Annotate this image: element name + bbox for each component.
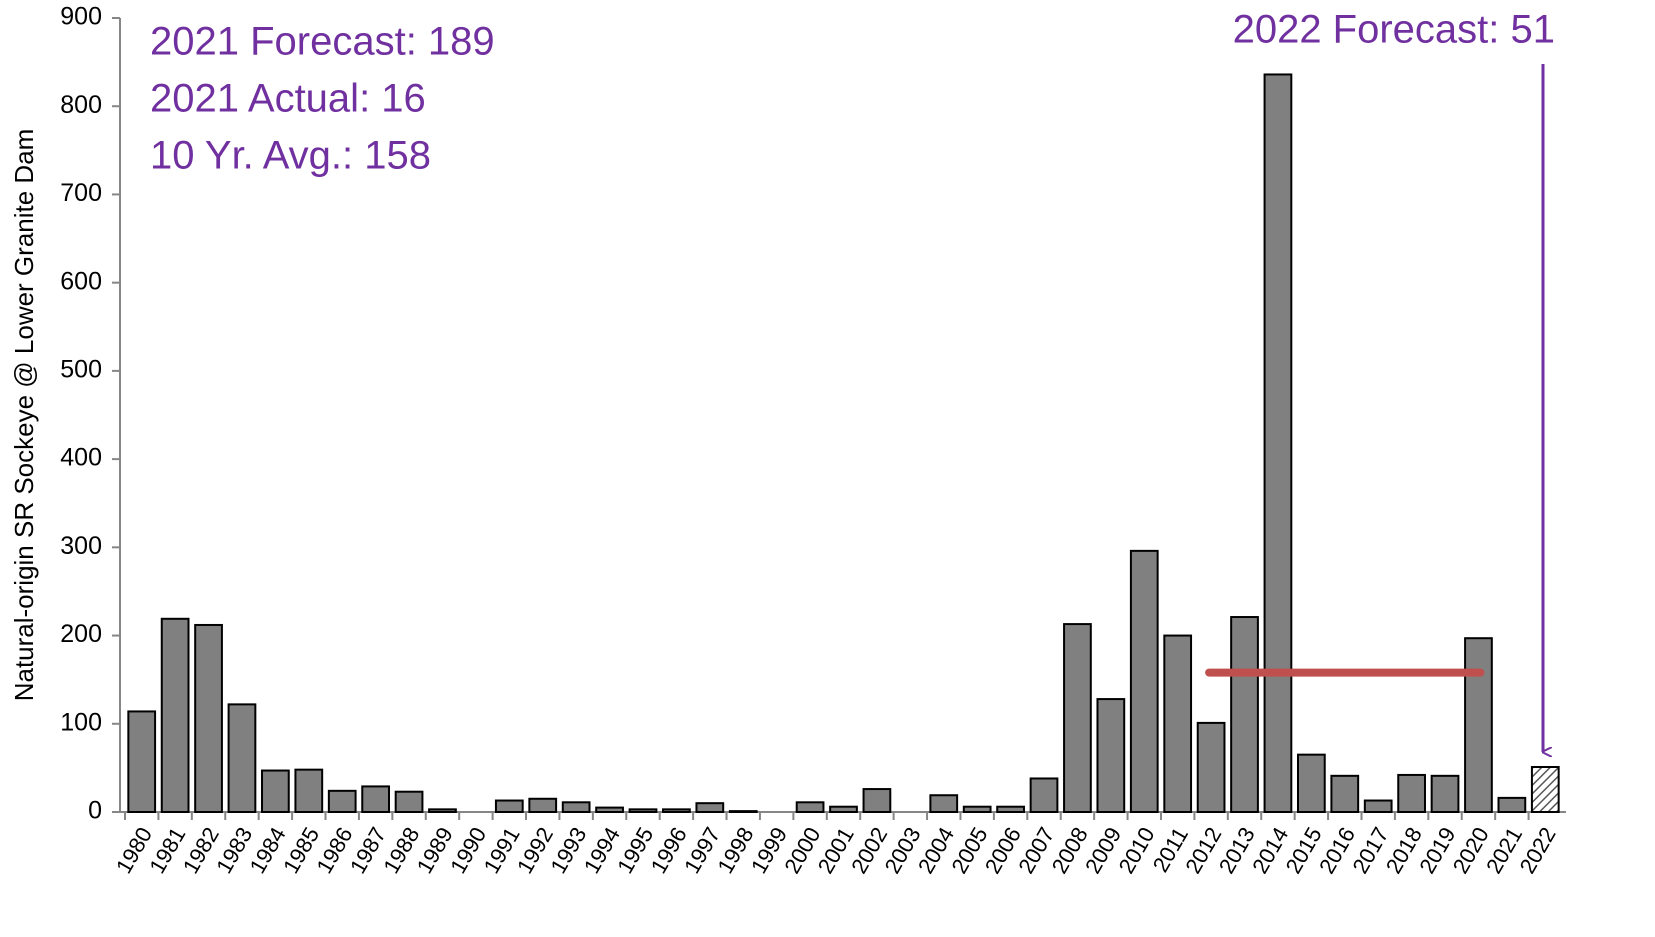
bar <box>1063 623 1092 813</box>
bar <box>1296 753 1326 814</box>
bar <box>1397 773 1426 813</box>
y-tick-label: 500 <box>60 355 102 383</box>
bar <box>160 617 190 813</box>
y-tick-label: 600 <box>60 267 102 295</box>
bar <box>728 810 758 814</box>
bar <box>428 808 457 813</box>
bar <box>1330 774 1360 814</box>
y-tick-label: 0 <box>88 797 102 825</box>
y-tick-label: 300 <box>60 532 102 560</box>
bar <box>996 805 1025 813</box>
bar <box>1096 698 1126 814</box>
bar <box>1129 549 1159 814</box>
forecast-annotation: 2022 Forecast: 51 <box>1233 8 1555 52</box>
bar <box>862 788 892 813</box>
bar <box>929 794 959 814</box>
bar <box>394 790 424 813</box>
y-axis-label: Natural-origin SR Sockeye @ Lower Granit… <box>9 129 39 702</box>
bar <box>294 768 324 813</box>
bar <box>1430 774 1460 814</box>
y-tick-label: 800 <box>60 91 102 119</box>
bar <box>662 808 691 813</box>
bar <box>327 789 357 813</box>
bar <box>1029 777 1059 814</box>
y-tick-label: 100 <box>60 708 102 736</box>
bar <box>695 802 725 814</box>
annotation: 2021 Forecast: 189 <box>150 20 495 64</box>
bar <box>528 797 558 813</box>
x-tick-label: 2010 <box>1114 823 1160 878</box>
annotation: 2021 Actual: 16 <box>150 77 426 121</box>
bar <box>1263 73 1293 813</box>
y-tick-label: 700 <box>60 179 102 207</box>
bar <box>1163 634 1193 813</box>
annotation: 10 Yr. Avg.: 158 <box>150 134 431 178</box>
bar <box>561 801 591 813</box>
bar <box>829 805 858 813</box>
bar <box>962 805 992 813</box>
bar <box>795 801 825 813</box>
bar <box>361 785 391 813</box>
bar <box>1497 796 1527 814</box>
y-tick-label: 900 <box>60 3 102 31</box>
bar <box>127 710 157 814</box>
bar <box>494 799 524 814</box>
x-tick-label: 2022 <box>1515 823 1561 878</box>
bar <box>1530 766 1560 813</box>
bar <box>227 703 257 814</box>
bar <box>1464 637 1493 813</box>
bar <box>595 806 624 813</box>
bar <box>1196 721 1226 814</box>
bar <box>261 769 290 814</box>
y-tick-label: 200 <box>60 620 102 648</box>
y-tick-label: 400 <box>60 444 102 472</box>
bar <box>1363 799 1393 814</box>
bar <box>194 623 223 813</box>
bar <box>1230 616 1259 813</box>
bar <box>628 808 658 813</box>
